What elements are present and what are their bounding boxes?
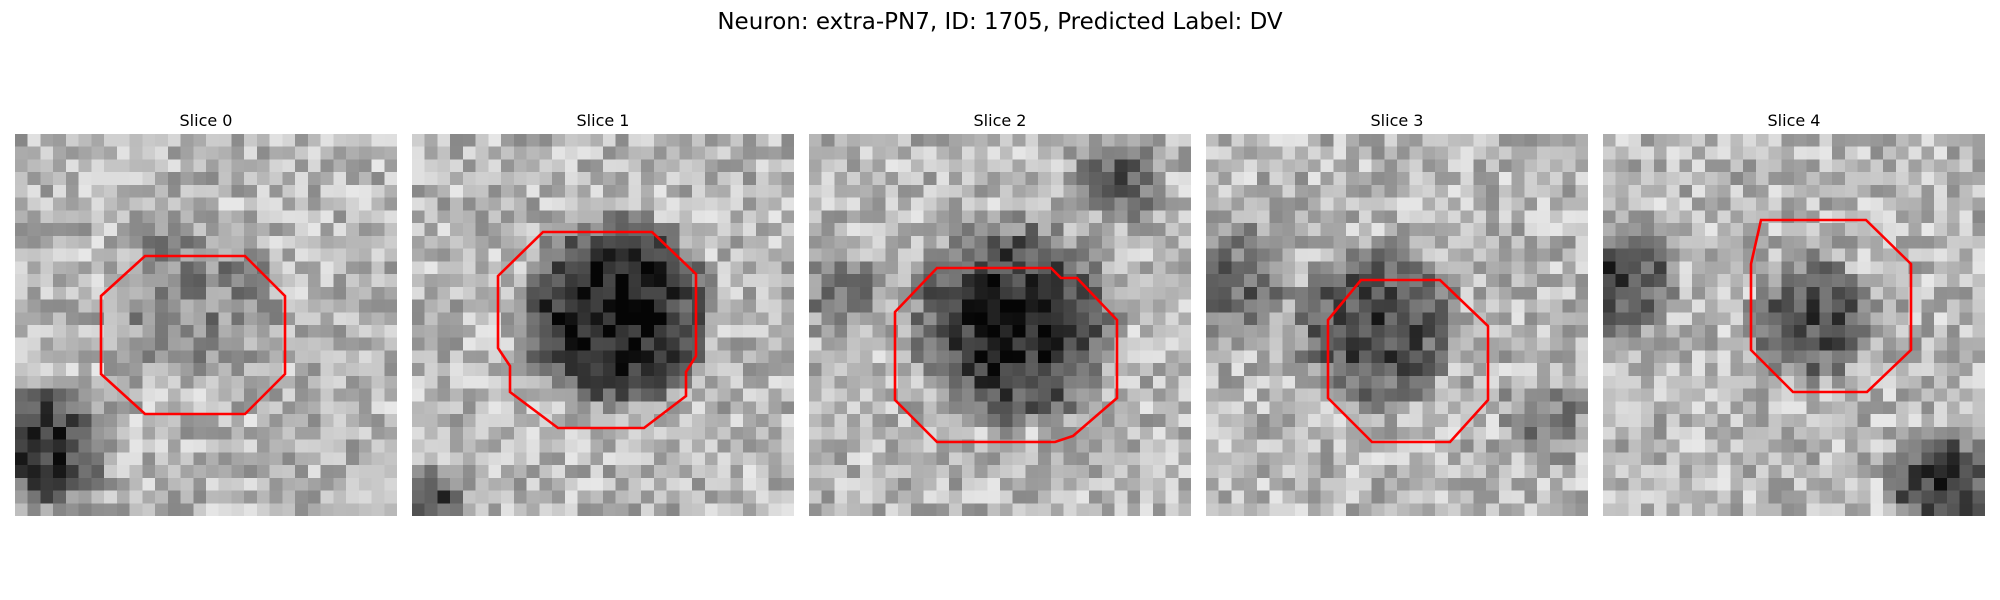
- slice-image: [412, 134, 794, 516]
- slice-title: Slice 0: [179, 111, 233, 130]
- figure-title: Neuron: extra-PN7, ID: 1705, Predicted L…: [717, 9, 1283, 35]
- slice-image: [809, 134, 1191, 516]
- slice-panel-3: Slice 3: [1206, 108, 1588, 516]
- slice-title: Slice 2: [973, 111, 1027, 130]
- slice-panel-2: Slice 2: [809, 108, 1191, 516]
- slice-title: Slice 4: [1767, 111, 1821, 130]
- roi-outline: [1749, 218, 1913, 394]
- slice-title: Slice 1: [576, 111, 630, 130]
- roi-outline: [99, 254, 287, 416]
- roi-outline: [496, 230, 698, 430]
- roi-outline: [893, 266, 1119, 444]
- slice-panel-0: Slice 0: [15, 108, 397, 516]
- slice-title: Slice 3: [1370, 111, 1424, 130]
- slice-image: [15, 134, 397, 516]
- slice-panel-4: Slice 4: [1603, 108, 1985, 516]
- slice-image: [1206, 134, 1588, 516]
- slice-image: [1603, 134, 1985, 516]
- slice-panel-1: Slice 1: [412, 108, 794, 516]
- roi-outline: [1326, 278, 1490, 444]
